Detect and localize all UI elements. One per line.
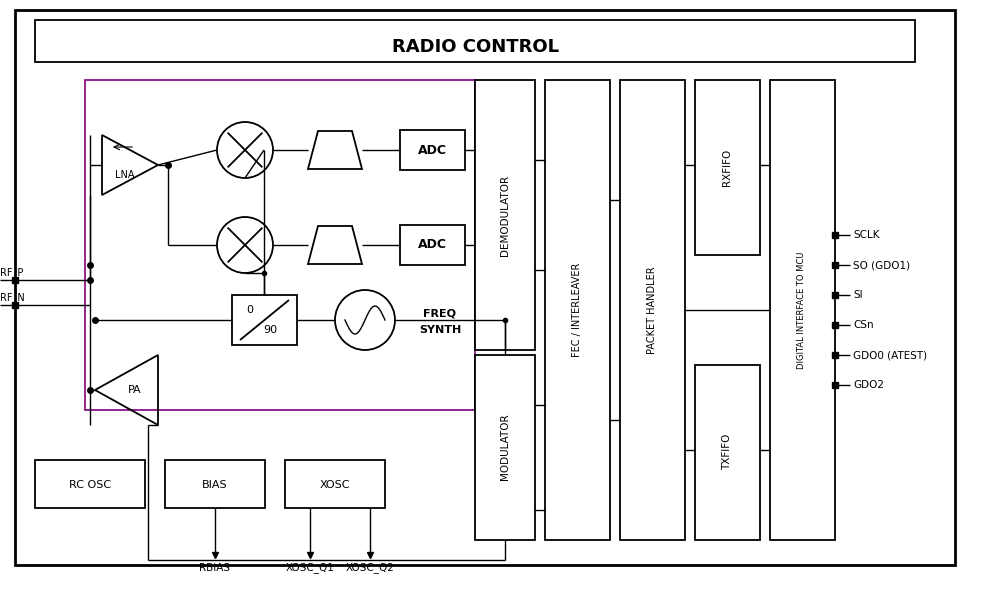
Text: LNA: LNA — [115, 170, 135, 180]
Bar — [35, 20, 915, 62]
Text: PA: PA — [128, 385, 142, 395]
Bar — [400, 225, 465, 265]
Text: TXFIFO: TXFIFO — [722, 434, 732, 470]
Bar — [35, 460, 145, 508]
Text: 0: 0 — [246, 305, 254, 315]
Text: RC OSC: RC OSC — [69, 480, 111, 490]
Text: DIGITAL INTERFACE TO MCU: DIGITAL INTERFACE TO MCU — [798, 251, 806, 369]
Text: GDO2: GDO2 — [853, 380, 884, 390]
Text: SYNTH: SYNTH — [419, 325, 461, 335]
Text: XOSC_Q2: XOSC_Q2 — [346, 563, 394, 573]
Bar — [695, 80, 760, 255]
Text: SCLK: SCLK — [853, 230, 880, 240]
Text: BIAS: BIAS — [202, 480, 228, 490]
Bar — [620, 80, 685, 540]
Text: CSn: CSn — [853, 320, 874, 330]
Text: RXFIFO: RXFIFO — [722, 148, 732, 186]
Text: RADIO CONTROL: RADIO CONTROL — [392, 38, 558, 56]
Text: RF_P: RF_P — [0, 267, 23, 278]
Text: ADC: ADC — [418, 144, 446, 157]
Text: SO (GDO1): SO (GDO1) — [853, 260, 910, 270]
Text: FREQ: FREQ — [424, 308, 456, 318]
Text: XOSC_Q1: XOSC_Q1 — [286, 563, 334, 573]
Bar — [400, 130, 465, 170]
Text: PACKET HANDLER: PACKET HANDLER — [647, 266, 657, 354]
Bar — [85, 80, 475, 410]
Text: GDO0 (ATEST): GDO0 (ATEST) — [853, 350, 927, 360]
Text: SI: SI — [853, 290, 863, 300]
Bar — [475, 355, 535, 540]
Text: MODULATOR: MODULATOR — [500, 414, 510, 480]
Text: ADC: ADC — [418, 238, 446, 251]
Text: RF_N: RF_N — [0, 292, 25, 303]
Text: 90: 90 — [263, 325, 277, 335]
Bar — [285, 460, 385, 508]
Bar — [475, 80, 535, 350]
Text: RBIAS: RBIAS — [200, 563, 230, 573]
Text: XOSC: XOSC — [320, 480, 350, 490]
Text: DEMODULATOR: DEMODULATOR — [500, 174, 510, 256]
Text: FEC / INTERLEAVER: FEC / INTERLEAVER — [572, 263, 582, 357]
Bar — [770, 80, 835, 540]
Bar — [695, 365, 760, 540]
Bar — [545, 80, 610, 540]
Bar — [165, 460, 265, 508]
Bar — [232, 295, 297, 345]
